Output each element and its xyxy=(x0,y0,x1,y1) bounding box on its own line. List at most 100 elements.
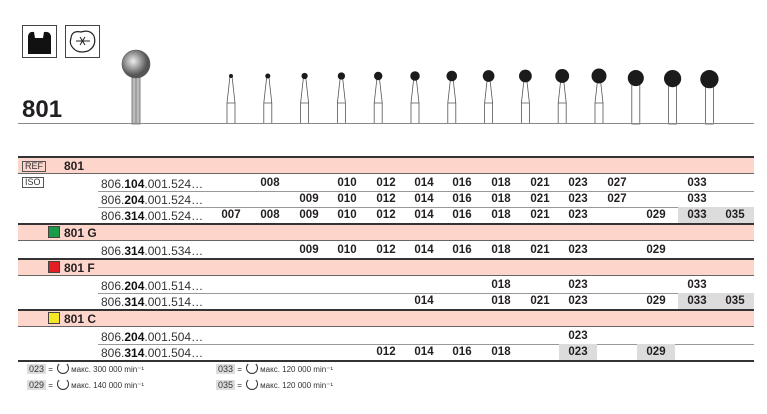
size-cell[interactable]: 014 xyxy=(414,244,434,256)
size-cell[interactable]: 023 xyxy=(568,346,588,358)
bur-033 xyxy=(664,70,682,125)
iso-label: ISO xyxy=(22,177,44,188)
rotation-icon xyxy=(246,378,259,390)
size-cell[interactable]: 023 xyxy=(568,295,588,307)
size-cell[interactable]: 033 xyxy=(687,209,707,221)
group-header xyxy=(18,158,754,173)
divider xyxy=(18,275,754,276)
size-cell[interactable]: 010 xyxy=(337,244,357,256)
size-cell[interactable]: 018 xyxy=(491,193,511,205)
group-name: 801 F xyxy=(48,261,95,275)
legend-item: 035 = макс. 120 000 min⁻¹ xyxy=(216,378,334,390)
size-cell[interactable]: 021 xyxy=(530,209,550,221)
size-cell[interactable]: 012 xyxy=(376,193,396,205)
size-cell[interactable]: 023 xyxy=(568,279,588,291)
group-header xyxy=(18,311,754,326)
rotation-icon xyxy=(57,362,70,374)
bur-009 xyxy=(300,72,309,124)
size-cell[interactable]: 033 xyxy=(687,193,707,205)
size-cell[interactable]: 023 xyxy=(568,209,588,221)
size-cell[interactable]: 016 xyxy=(452,244,472,256)
legend-size: 029 xyxy=(27,380,47,390)
size-cell[interactable]: 009 xyxy=(299,244,319,256)
bur-021 xyxy=(519,69,532,124)
size-cell[interactable]: 033 xyxy=(687,295,707,307)
bur-012 xyxy=(373,71,383,124)
size-cell[interactable]: 012 xyxy=(376,209,396,221)
size-cell[interactable]: 018 xyxy=(491,244,511,256)
order-code: 806.314.001.504… xyxy=(101,346,204,360)
size-cell[interactable]: 023 xyxy=(568,244,588,256)
bur-027 xyxy=(591,68,607,124)
size-cell[interactable]: 014 xyxy=(414,193,434,205)
size-cell[interactable]: 029 xyxy=(646,244,666,256)
group-name: 801 C xyxy=(48,312,96,326)
size-cell[interactable]: 029 xyxy=(646,295,666,307)
product-number: 801 xyxy=(22,96,63,123)
divider xyxy=(98,344,754,345)
max-speed-highlight xyxy=(716,293,754,309)
divider xyxy=(98,207,754,208)
divider xyxy=(98,293,754,294)
bur-size-row xyxy=(226,68,719,125)
size-cell[interactable]: 027 xyxy=(607,193,627,205)
size-cell[interactable]: 035 xyxy=(725,209,745,221)
group-name: 801 G xyxy=(48,226,97,240)
size-cell[interactable]: 009 xyxy=(299,209,319,221)
rotation-icon xyxy=(246,362,259,374)
size-cell[interactable]: 014 xyxy=(414,295,434,307)
order-code: 806.104.001.524… xyxy=(101,177,204,191)
legend-size: 035 xyxy=(216,380,236,390)
size-cell[interactable]: 018 xyxy=(491,295,511,307)
size-cell[interactable]: 014 xyxy=(414,346,434,358)
size-cell[interactable]: 009 xyxy=(299,193,319,205)
size-cell[interactable]: 033 xyxy=(687,177,707,189)
size-cell[interactable]: 012 xyxy=(376,346,396,358)
size-cell[interactable]: 021 xyxy=(530,244,550,256)
size-cell[interactable]: 016 xyxy=(452,346,472,358)
size-cell[interactable]: 021 xyxy=(530,177,550,189)
rotation-icon xyxy=(57,378,70,390)
size-cell[interactable]: 018 xyxy=(491,346,511,358)
max-speed-highlight xyxy=(637,344,675,360)
bur-010 xyxy=(337,72,346,124)
order-code: 806.204.001.504… xyxy=(101,330,204,344)
bur-007 xyxy=(226,74,236,124)
size-cell[interactable]: 012 xyxy=(376,177,396,189)
size-cell[interactable]: 021 xyxy=(530,295,550,307)
size-cell[interactable]: 012 xyxy=(376,244,396,256)
size-cell[interactable]: 035 xyxy=(725,295,745,307)
size-cell[interactable]: 010 xyxy=(337,209,357,221)
size-cell[interactable]: 008 xyxy=(260,209,280,221)
size-cell[interactable]: 016 xyxy=(452,209,472,221)
size-cell[interactable]: 021 xyxy=(530,193,550,205)
size-cell[interactable]: 029 xyxy=(646,209,666,221)
bur-008 xyxy=(263,73,273,124)
bur-014 xyxy=(410,71,420,124)
size-cell[interactable]: 014 xyxy=(414,209,434,221)
divider xyxy=(18,240,754,241)
size-cell[interactable]: 010 xyxy=(337,177,357,189)
size-cell[interactable]: 023 xyxy=(568,330,588,342)
size-cell[interactable]: 018 xyxy=(491,209,511,221)
legend-size: 023 xyxy=(27,364,47,374)
size-cell[interactable]: 023 xyxy=(568,177,588,189)
max-speed-highlight xyxy=(678,207,716,223)
size-cell[interactable]: 018 xyxy=(491,177,511,189)
divider xyxy=(18,360,754,362)
size-cell[interactable]: 027 xyxy=(607,177,627,189)
size-cell[interactable]: 007 xyxy=(221,209,241,221)
grit-color-icon xyxy=(48,226,60,238)
max-speed-highlight xyxy=(678,293,716,309)
size-cell[interactable]: 008 xyxy=(260,177,280,189)
size-cell[interactable]: 023 xyxy=(568,193,588,205)
size-cell[interactable]: 018 xyxy=(491,279,511,291)
size-cell[interactable]: 033 xyxy=(687,279,707,291)
size-cell[interactable]: 014 xyxy=(414,177,434,189)
divider xyxy=(18,173,754,174)
size-cell[interactable]: 016 xyxy=(452,193,472,205)
size-cell[interactable]: 029 xyxy=(646,346,666,358)
size-cell[interactable]: 010 xyxy=(337,193,357,205)
size-cell[interactable]: 016 xyxy=(452,177,472,189)
